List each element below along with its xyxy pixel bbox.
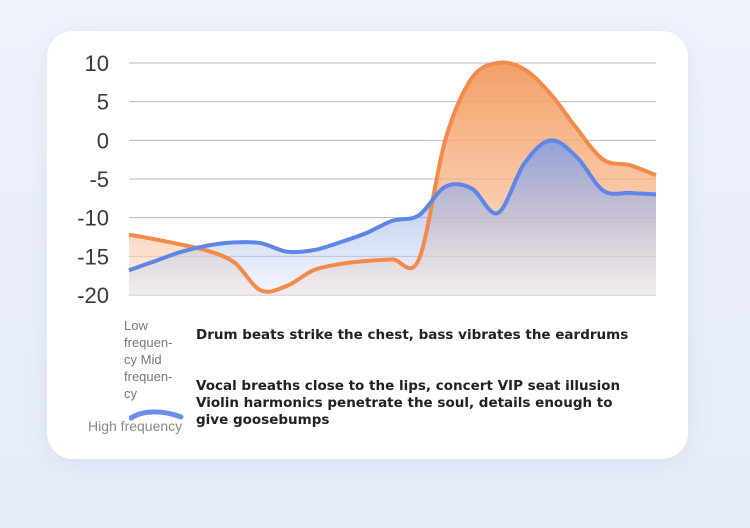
area-chart: 10 5 0 -5 -10 -15 -20 — [77, 51, 657, 308]
y-axis-ticks: 10 5 0 -5 -10 -15 -20 — [77, 51, 109, 308]
legend-swatch-high — [129, 409, 184, 421]
legend-text-low: Drum beats strike the chest, bass vibrat… — [196, 327, 629, 343]
legend-band-mid: cy Mid frequen- cy — [124, 351, 188, 402]
legend-item-low: Low frequen- Drum beats strike the chest… — [124, 317, 628, 351]
legend-band-low: Low frequen- — [124, 317, 188, 351]
series-areas — [128, 60, 657, 295]
legend-band-mid-line2: frequen- — [124, 369, 173, 384]
y-tick-label: 5 — [97, 90, 109, 115]
y-tick-label: -15 — [77, 244, 109, 269]
legend-band-low-line3: cy — [124, 352, 137, 367]
y-tick-label: -5 — [89, 167, 109, 192]
series-1-area — [129, 140, 656, 295]
series-1-line — [128, 138, 657, 273]
legend-item-mid: cy Mid frequen- cy — [124, 351, 188, 402]
legend-text-mid: Vocal breaths close to the lips, concert… — [196, 378, 621, 394]
legend-band-low-line2: frequen- — [124, 335, 173, 350]
y-tick-label: 10 — [85, 51, 109, 76]
legend-band-high: High frequency — [88, 418, 183, 434]
legend-band-mid-line1: Mid — [140, 352, 162, 367]
legend-band-mid-line3: cy — [124, 386, 137, 401]
y-tick-label: -10 — [77, 206, 109, 231]
chart-card: 10 5 0 -5 -10 -15 -20 Low frequen- Drum beats … — [47, 31, 688, 459]
legend-text-high: Violin harmonics penetrate the soul, det… — [196, 395, 613, 428]
y-tick-label: -20 — [77, 283, 109, 308]
y-tick-label: 0 — [97, 128, 109, 153]
series-0-line — [128, 60, 657, 294]
legend-band-low-line1: Low — [124, 318, 148, 333]
